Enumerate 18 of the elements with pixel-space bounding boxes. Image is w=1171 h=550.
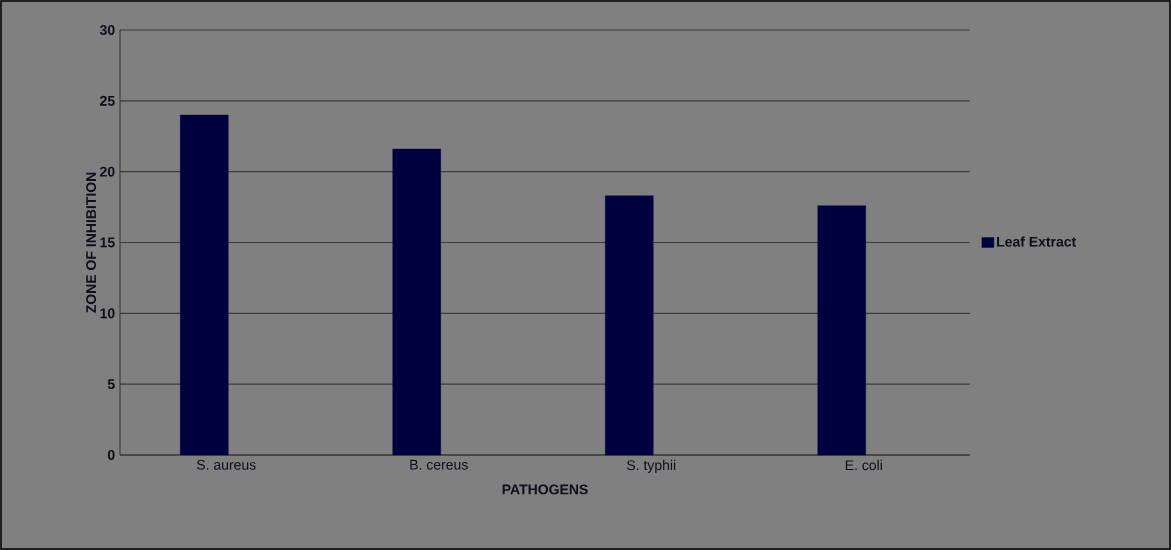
y-axis-title: ZONE OF INHIBITION bbox=[86, 172, 97, 313]
y-tick-label: 20 bbox=[100, 166, 115, 177]
y-tick-label: 30 bbox=[99, 25, 115, 35]
x-tick-label: E. coli bbox=[845, 459, 882, 471]
y-tick-label: 0 bbox=[107, 450, 115, 460]
x-tick-label: B. cereus bbox=[410, 459, 468, 470]
bar bbox=[817, 205, 866, 456]
x-tick-label: S. aureus bbox=[196, 459, 256, 470]
bar bbox=[605, 195, 654, 456]
x-axis-title: PATHOGENS bbox=[502, 484, 588, 495]
bar bbox=[392, 148, 441, 456]
legend-label: Leaf Extract bbox=[997, 236, 1077, 247]
y-tick-label: 15 bbox=[100, 237, 115, 248]
y-tick-label: 5 bbox=[107, 379, 115, 390]
y-tick-label: 25 bbox=[100, 95, 115, 106]
y-tick-label: 10 bbox=[100, 308, 115, 319]
bar bbox=[180, 114, 229, 456]
x-tick-label: S. typhii bbox=[627, 459, 676, 473]
